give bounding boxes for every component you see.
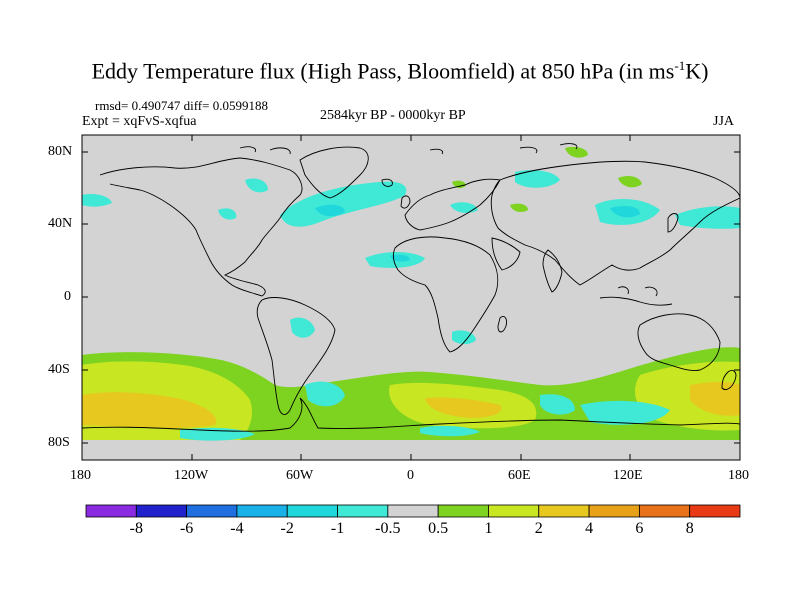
coast-asia [490,160,740,286]
coast-japan [667,213,679,233]
field-cyan-west-canada [218,208,237,220]
field-cyan-europe [450,202,478,213]
field-southern-orange-mid [425,397,502,418]
lon-label-60e: 60E [508,468,531,483]
anomaly-fields [82,146,740,441]
colorbar-swatch [85,504,137,518]
lon-label-120w: 120W [174,468,209,483]
coast-australia [637,313,721,371]
lat-label-80n: 80N [48,144,73,159]
colorbar-label: -2 [280,520,294,537]
title-end: K) [685,58,709,84]
colorbar-swatch [186,504,238,518]
title-superscript: -1 [674,58,686,73]
chart-title: Eddy Temperature flux (High Pass, Bloomf… [0,58,800,84]
field-green-scandinavia [452,180,466,189]
colorbar-label: 1 [484,520,493,537]
field-green-europe [510,203,528,213]
coast-greenland [299,146,369,199]
colorbar-label: -4 [230,520,244,537]
field-green-siberia [618,176,642,188]
stats-label: rmsd= 0.490747 diff= 0.0599188 [95,98,268,113]
colorbar-label: 2 [534,520,543,537]
field-cyan-south-5 [420,425,480,437]
colorbar-swatch [689,504,741,518]
coast-north-america [99,157,303,297]
lat-label-0: 0 [64,289,71,304]
coast-europe [404,178,501,231]
colorbar-label: 4 [585,520,594,537]
field-cyan-south-atlantic [290,317,315,338]
field-cyan-south-2 [540,394,575,415]
colorbar-swatch [337,504,389,518]
colorbar-swatch [135,504,188,518]
axis-ticks [81,135,741,460]
lat-label-40s: 40S [48,362,70,377]
colorbar [85,504,741,518]
colorbar-label: -1 [330,520,345,537]
colorbar-swatch [387,504,439,518]
season-label: JJA [713,114,735,129]
field-cyan-north-atlantic [280,181,407,227]
lon-label-180-right: 180 [728,468,749,483]
field-green-greenland-sea [565,146,588,158]
colorbar-swatch [638,504,691,518]
field-cyan-south-3 [580,400,670,425]
title-main: Eddy Temperature flux (High Pass, Bloomf… [91,58,675,84]
colorbar-swatch [437,504,489,518]
field-cyan-north-atlantic-core [315,204,345,217]
coast-africa [392,236,499,353]
colorbar-swatch [588,504,640,518]
field-cyan-south-1 [305,381,345,407]
field-cyan-pacific-ne [82,193,112,207]
lon-label-0: 0 [407,468,414,483]
field-cyan-alaska [245,178,268,193]
coast-british-isles [400,195,411,209]
colorbar-label: 6 [635,520,644,537]
colorbar-swatch [538,504,590,518]
coast-arctic-islands [239,143,578,155]
lon-label-120e: 120E [613,468,643,483]
colorbar-label: -8 [129,520,143,537]
lat-label-80s: 80S [48,435,70,450]
coast-indonesia [599,286,673,306]
experiment-label: Expt = xqFvS-xqfua [82,114,197,129]
field-cyan-siberia-core [610,206,640,218]
field-cyan-north-pacific [675,206,740,229]
colorbar-label: -0.5 [375,520,401,537]
field-southern-orange-west [82,392,217,429]
colorbar-label: 0.5 [428,520,449,537]
colorbar-label: -6 [179,520,194,537]
colorbar-swatch [236,504,288,518]
coast-india [542,249,563,293]
coast-south-america [256,297,336,416]
coastlines [82,143,740,432]
period-label: 2584kyr BP - 0000kyr BP [320,108,466,123]
field-cyan-arctic-east [515,170,560,188]
coast-iceland [381,178,393,187]
lon-label-180-left: 180 [70,468,91,483]
lat-label-40n: 40N [48,216,73,231]
field-southern-orange-east [690,381,740,416]
coast-arabia [491,237,521,271]
lon-label-60w: 60W [286,468,314,483]
field-cyan-south-africa [452,330,476,345]
coast-new-zealand [721,369,737,391]
field-cyan-sahara-core [390,254,410,262]
colorbar-swatch [286,504,338,518]
colorbar-swatch [488,504,540,518]
colorbar-label: 8 [685,520,694,537]
coast-madagascar [497,315,507,333]
coast-antarctica [82,397,740,432]
